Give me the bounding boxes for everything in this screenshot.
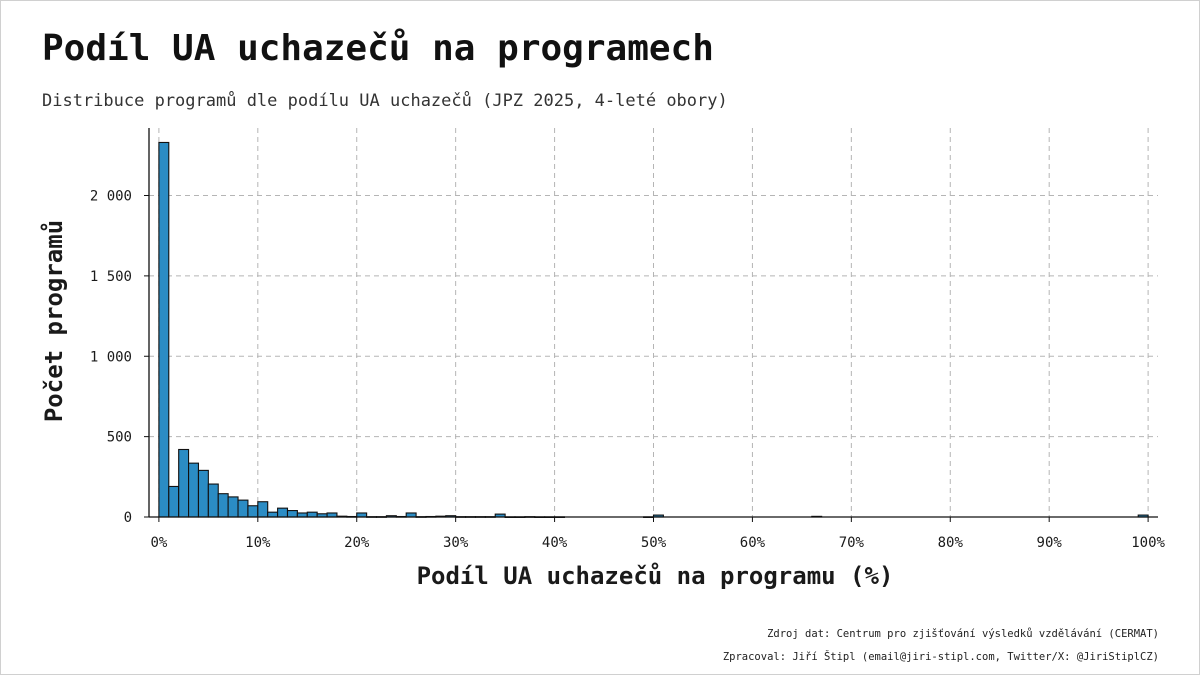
x-tick-label: 80% <box>938 535 964 551</box>
histogram-bar <box>168 485 180 518</box>
y-tick-label: 500 <box>107 430 132 446</box>
x-tick-label: 60% <box>740 535 766 551</box>
x-tick-label: 30% <box>443 535 469 551</box>
y-axis-label: Počet programů <box>39 220 68 422</box>
chart-title: Podíl UA uchazečů na programech <box>42 28 714 69</box>
histogram-bar <box>267 511 279 518</box>
y-tick-label: 1 500 <box>90 269 132 285</box>
histogram-bar <box>178 448 190 518</box>
x-axis-label: Podíl UA uchazečů na programu (%) <box>417 561 894 590</box>
grid-lines <box>149 128 1158 517</box>
histogram-bar <box>227 496 239 518</box>
x-tick-label: 70% <box>839 535 865 551</box>
x-tick-label: 10% <box>245 535 271 551</box>
histogram-bar <box>286 510 298 518</box>
histogram-bar <box>188 462 200 518</box>
histogram-bar <box>207 483 219 518</box>
tick-labels: 0% 10% 20% 30% 40% 50% 60% 70% 80% 90% 100% 0 500 1 0… <box>90 189 1166 551</box>
histogram-bar <box>237 499 249 518</box>
axes <box>144 128 1158 522</box>
histogram-bar <box>257 501 269 518</box>
y-tick-label: 0 <box>124 510 132 526</box>
x-tick-label: 20% <box>344 535 370 551</box>
x-tick-label: 0% <box>150 535 167 551</box>
histogram-bar <box>158 141 170 518</box>
chart-subtitle: Distribuce programů dle podílu UA uchaze… <box>42 91 728 111</box>
histogram-bar <box>247 505 259 518</box>
x-tick-label: 40% <box>542 535 568 551</box>
author-note: Zpracoval: Jiří Štipl (email@jiri-stipl.… <box>722 651 1159 663</box>
histogram-bar <box>197 469 209 518</box>
histogram-bar <box>277 507 289 518</box>
histogram-bar <box>217 493 229 518</box>
x-tick-label: 90% <box>1037 535 1063 551</box>
histogram-bar <box>306 511 318 518</box>
x-tick-label: 50% <box>641 535 667 551</box>
y-tick-label: 1 000 <box>90 349 132 365</box>
y-tick-label: 2 000 <box>90 189 132 205</box>
source-note: Zdroj dat: Centrum pro zjišťování výsled… <box>767 628 1159 640</box>
x-tick-label: 100% <box>1131 535 1165 551</box>
